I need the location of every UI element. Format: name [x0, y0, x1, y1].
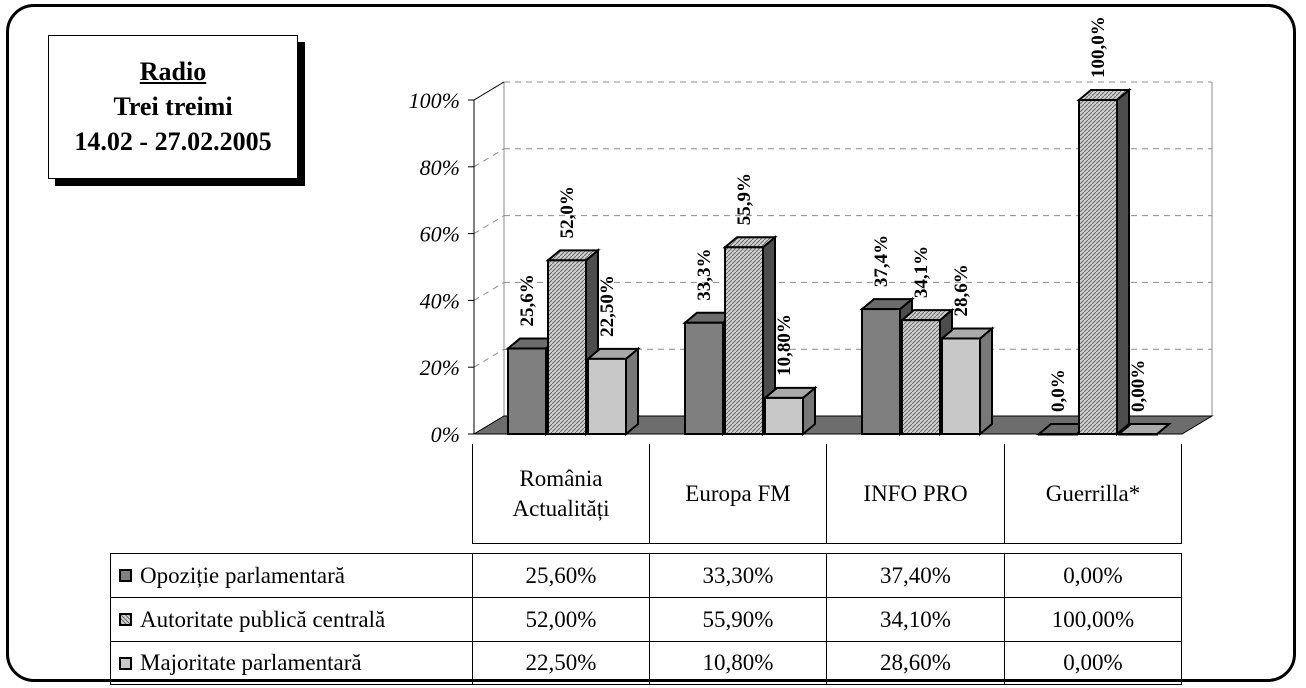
y-tick-label: 100%: [409, 88, 460, 113]
table-cell: 52,00%: [472, 597, 649, 641]
data-label: 52,0%: [557, 186, 578, 238]
bar: [722, 235, 778, 437]
y-tick-label: 40%: [420, 288, 460, 313]
legend-swatch: [119, 613, 132, 626]
gridline-depth: [473, 215, 505, 235]
data-label: 25,6%: [517, 274, 538, 326]
gridline-depth: [473, 148, 505, 168]
y-tick-label: 20%: [420, 355, 460, 380]
y-tick-label: 80%: [420, 155, 460, 180]
gridline-depth: [473, 348, 505, 368]
data-label: 100,0%: [1088, 16, 1109, 78]
data-label: 10,80%: [774, 314, 795, 376]
legend-label: Autoritate publică centrală: [110, 597, 472, 641]
series-name: Opoziție parlamentară: [140, 562, 345, 588]
table-cell: 33,30%: [649, 553, 826, 597]
category-label: România Actualități: [472, 444, 649, 544]
legend-swatch: [119, 656, 132, 670]
bar: [939, 326, 995, 437]
table-cell: 55,90%: [649, 597, 826, 641]
table-cell: 25,60%: [472, 553, 649, 597]
legend-swatch: [119, 569, 132, 582]
data-label: 22,50%: [597, 275, 618, 337]
gridline-depth: [473, 281, 505, 301]
table-cell: 22,50%: [472, 641, 649, 685]
series-name: Majoritate parlamentară: [140, 650, 362, 675]
data-label: 37,4%: [871, 235, 892, 287]
table-cell: 0,00%: [1004, 553, 1182, 597]
y-axis-depth: [473, 81, 505, 101]
table-cell: 100,00%: [1004, 597, 1182, 641]
table-cell: 10,80%: [649, 641, 826, 685]
title-box: Radio Trei treimi 14.02 - 27.02.2005: [48, 35, 298, 179]
title-line-2: Trei treimi: [113, 92, 233, 121]
data-label: 55,9%: [734, 173, 755, 225]
category-label: Europa FM: [649, 444, 826, 544]
y-tick-label: 60%: [420, 222, 460, 247]
category-label: INFO PRO: [826, 444, 1004, 544]
data-label: 34,1%: [911, 246, 932, 298]
legend-label: Opoziție parlamentară: [110, 553, 472, 597]
y-tick-label: 0%: [431, 422, 460, 447]
data-label: 0,0%: [1048, 369, 1069, 412]
data-label: 28,6%: [951, 264, 972, 316]
table-cell: 34,10%: [826, 597, 1004, 641]
series-name: Autoritate publică centrală: [140, 606, 386, 632]
data-label: 0,00%: [1128, 360, 1149, 412]
title-line-3: 14.02 - 27.02.2005: [74, 127, 272, 156]
title-line-1: Radio: [139, 57, 207, 86]
table-cell: 28,60%: [826, 641, 1004, 685]
data-label: 33,3%: [694, 249, 715, 301]
table-cell: 37,40%: [826, 553, 1004, 597]
bar: [1076, 87, 1132, 437]
legend-label: Majoritate parlamentară: [110, 641, 472, 685]
bar: [585, 346, 641, 437]
bar: [1116, 423, 1172, 436]
category-label: Guerrilla*: [1004, 444, 1182, 544]
table-cell: 0,00%: [1004, 641, 1182, 685]
bar: [762, 385, 818, 437]
